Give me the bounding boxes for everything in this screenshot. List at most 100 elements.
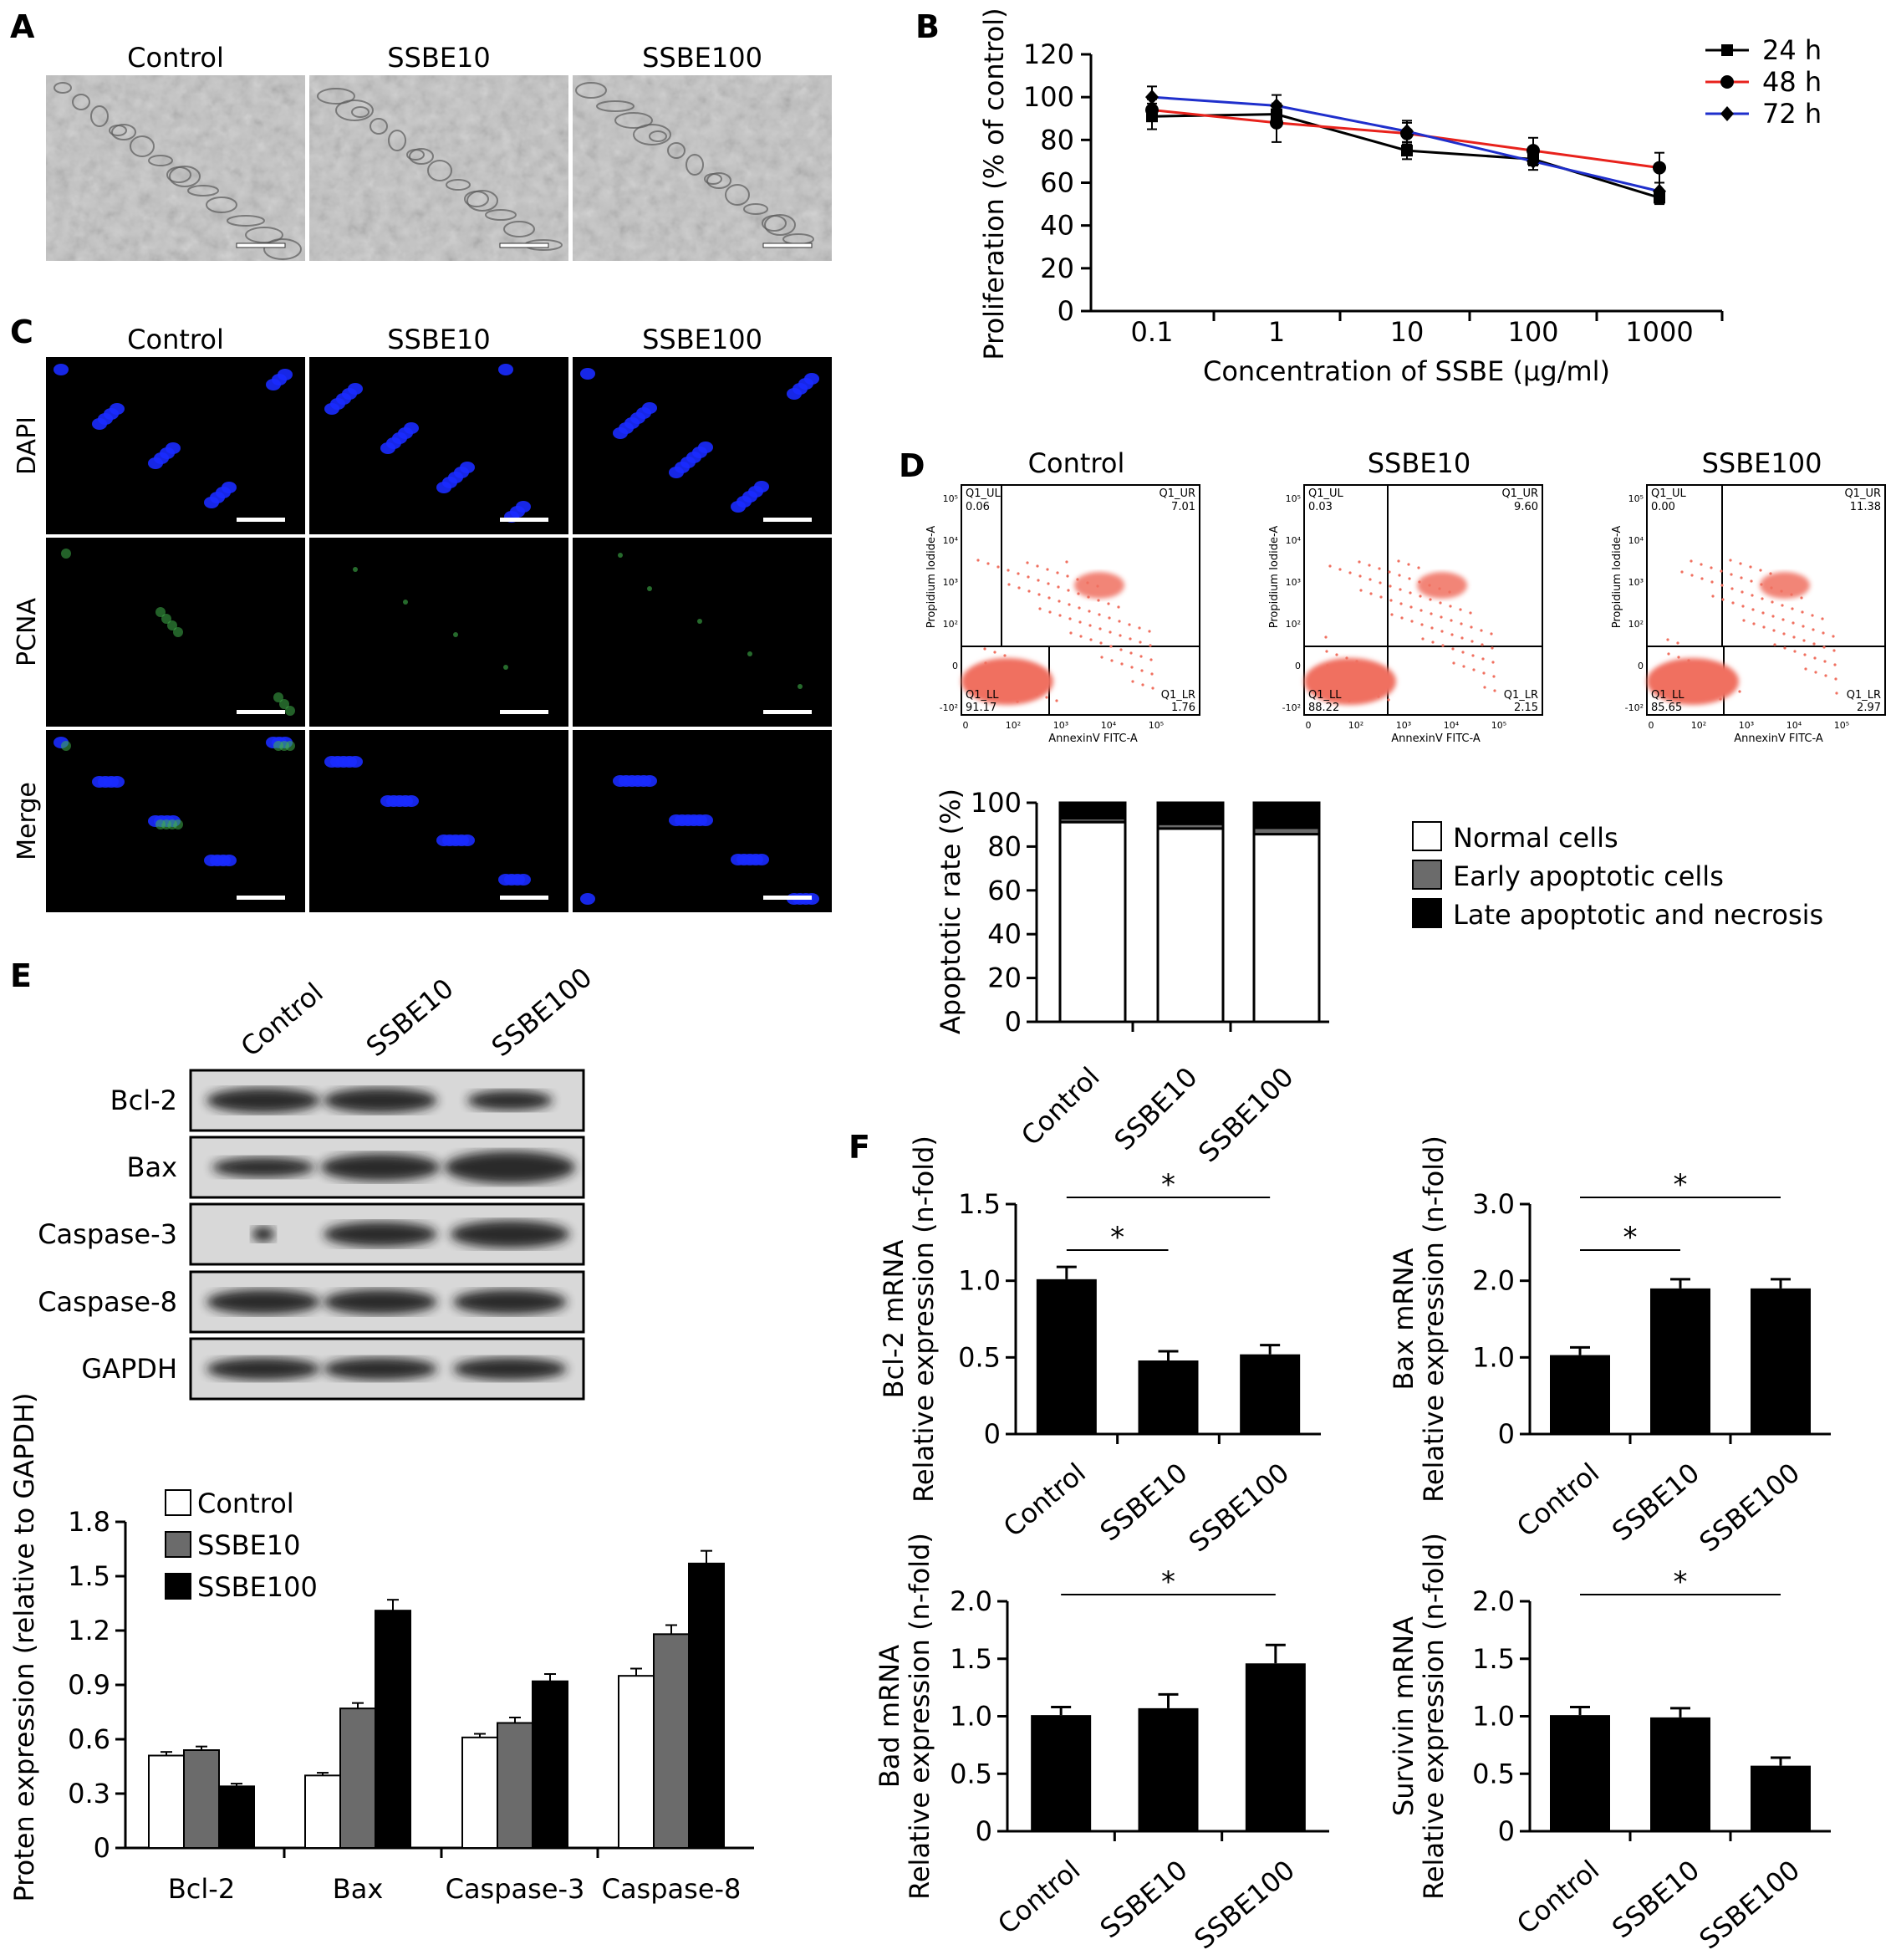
cell-outline xyxy=(187,185,219,197)
flow-dot xyxy=(1698,676,1701,680)
pcna-signal xyxy=(503,665,508,670)
flow-dot xyxy=(1813,656,1817,660)
flow-dot xyxy=(1823,660,1827,663)
bar xyxy=(1240,1354,1301,1434)
flow-dot xyxy=(976,559,980,562)
flow-dot xyxy=(1697,662,1700,666)
pcna-signal xyxy=(173,627,183,637)
flow-dot xyxy=(1483,686,1486,689)
cell-outline xyxy=(109,125,127,136)
pcna-signal xyxy=(798,684,803,689)
flow-dot xyxy=(1493,689,1496,692)
flow-dot xyxy=(1348,699,1351,702)
blot-band xyxy=(467,1090,553,1110)
panel-letter-C: C xyxy=(10,314,33,350)
flow-dot xyxy=(1804,667,1807,671)
flow-dot xyxy=(1666,638,1669,641)
panel-c-label: SSBE100 xyxy=(642,324,762,355)
flow-dot xyxy=(1470,640,1474,643)
flow-dot xyxy=(1379,595,1383,599)
fluor-bg xyxy=(573,538,832,727)
data-point xyxy=(1270,115,1283,130)
quad-value: 9.60 xyxy=(1514,501,1538,513)
flow-y-tick: 10⁵ xyxy=(943,493,958,504)
flow-dot xyxy=(1720,569,1723,573)
data-point xyxy=(1400,124,1414,140)
flow-dot xyxy=(1027,590,1031,593)
flow-dot xyxy=(1833,663,1837,666)
flow-dot xyxy=(1130,666,1134,669)
legend-marker xyxy=(1720,106,1734,121)
scale-bar xyxy=(500,896,548,900)
legend-swatch xyxy=(1412,821,1442,851)
flow-dot xyxy=(1140,669,1144,672)
pcna-signal xyxy=(747,651,752,656)
flow-dot xyxy=(1720,584,1724,587)
flow-dot xyxy=(1005,682,1008,686)
flow-y-tick: 0 xyxy=(952,661,958,671)
y-axis-label: Relative expression (n-fold) xyxy=(1418,1136,1450,1503)
flow-dot xyxy=(1470,625,1473,629)
flow-dot xyxy=(1378,567,1381,570)
y-tick-label: 1.2 xyxy=(68,1615,110,1646)
y-tick-label: 60 xyxy=(1040,167,1074,199)
flow-dot xyxy=(1035,692,1038,696)
y-tick-label: 80 xyxy=(1040,124,1074,156)
flow-dot xyxy=(1055,699,1058,702)
flow-x-label: AnnexinV FITC-A xyxy=(1048,732,1138,745)
flow-dot xyxy=(1770,586,1773,590)
micrograph-0 xyxy=(46,75,305,261)
flow-dot xyxy=(1418,580,1421,584)
bar xyxy=(618,1675,655,1849)
flow-dot xyxy=(1335,653,1338,656)
flow-dot xyxy=(1451,647,1455,651)
nucleus xyxy=(204,497,219,508)
flow-dot xyxy=(996,693,999,697)
cell-outline xyxy=(169,166,201,187)
flow-y-tick: 10⁴ xyxy=(943,535,959,546)
stacked-bar-segment xyxy=(1252,833,1321,1023)
bar xyxy=(1650,1288,1710,1434)
quad-name: Q1_LR xyxy=(1504,689,1538,702)
y-tick-label: 0 xyxy=(1498,1815,1515,1847)
x-tick-label: SSBE10 xyxy=(1108,1061,1203,1156)
y-tick-label: 1.0 xyxy=(1472,1341,1515,1373)
significance-star: * xyxy=(1674,1168,1688,1202)
flow-dot xyxy=(984,661,987,665)
y-tick-label: 1.0 xyxy=(950,1701,992,1733)
flow-dot xyxy=(1129,637,1132,641)
flow-dot xyxy=(1752,622,1756,625)
flow-dot xyxy=(1037,579,1040,582)
x-tick-label: SSBE100 xyxy=(1192,1061,1300,1169)
flow-dot xyxy=(1109,630,1112,634)
legend-marker xyxy=(1720,75,1734,89)
blot-band xyxy=(444,1151,576,1184)
flow-dot xyxy=(1771,615,1775,618)
blot-band xyxy=(252,1227,275,1242)
flow-dot xyxy=(1832,635,1835,638)
flow-dot xyxy=(1492,675,1496,678)
x-tick-label: SSBE100 xyxy=(1694,1854,1807,1956)
fluor-image xyxy=(573,538,832,727)
flow-dot xyxy=(1822,646,1826,649)
quad-name: Q1_LR xyxy=(1161,689,1195,702)
flow-dot xyxy=(986,562,990,565)
flow-dot xyxy=(1679,698,1683,702)
flow-dot xyxy=(1076,578,1079,581)
flow-x-tick: 10² xyxy=(1691,720,1706,731)
flow-dot xyxy=(1679,684,1682,687)
flow-y-label: Propidium Iodide-A xyxy=(1268,526,1281,629)
flow-dot xyxy=(1440,630,1444,633)
flow-dot xyxy=(1007,583,1011,586)
nucleus xyxy=(731,854,746,865)
flow-dot xyxy=(1025,689,1028,692)
y-tick-label: 0.3 xyxy=(68,1778,110,1809)
flow-dot xyxy=(1139,641,1142,644)
flow-dot xyxy=(1751,594,1754,597)
flow-dot xyxy=(1792,635,1796,639)
flow-dot xyxy=(1065,560,1068,564)
flow-dot xyxy=(1325,650,1328,653)
y-tick-label: 1.8 xyxy=(68,1506,110,1538)
flow-dot xyxy=(1420,623,1424,626)
